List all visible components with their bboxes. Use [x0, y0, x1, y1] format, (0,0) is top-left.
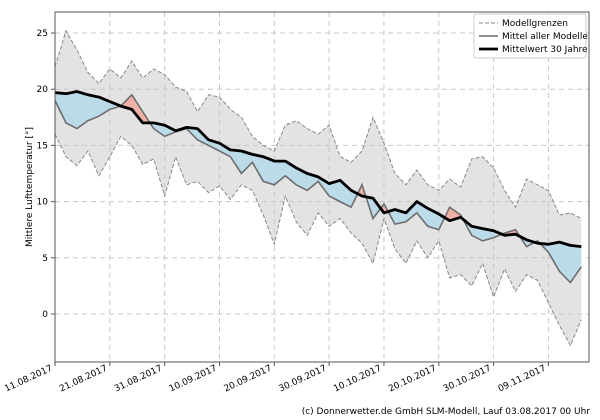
- x-tick-label: 21.08.2017: [58, 364, 109, 395]
- legend-box: [473, 13, 587, 59]
- legend-label: Mittelwert 30 Jahre: [502, 45, 588, 55]
- model-range-area: [55, 30, 582, 346]
- y-tick-label: 20: [37, 85, 49, 95]
- x-tick-label: 30.09.2017: [277, 364, 328, 395]
- legend: Modellgrenzen Mittel aller Modelle Mittelw…: [473, 13, 588, 59]
- x-tick-label: 30.10.2017: [442, 364, 493, 395]
- y-tick-label: 0: [42, 310, 48, 320]
- x-tick-label: 31.08.2017: [113, 364, 164, 395]
- plot-frame: [54, 11, 590, 363]
- y-tick-label: 10: [37, 198, 49, 208]
- x-tick-label: 20.09.2017: [223, 364, 274, 395]
- credit-text: (c) Donnerwetter.de GmbH SLM-Modell, Lau…: [301, 407, 590, 417]
- climate-mean-line: [55, 90, 582, 248]
- legend-label: Modellgrenzen: [502, 19, 568, 29]
- plot-area: [55, 12, 589, 362]
- x-tick-label: 20.10.2017: [387, 364, 438, 395]
- model-mean-line: [55, 93, 582, 284]
- y-tick-label: 5: [42, 254, 48, 264]
- x-tick-label: 11.08.2017: [3, 364, 54, 395]
- x-tick-label: 10.10.2017: [332, 364, 383, 395]
- y-tick-label: 15: [37, 141, 48, 151]
- legend-label: Mittel aller Modelle: [502, 32, 588, 42]
- x-tick-label: 09.11.2017: [497, 364, 548, 395]
- y-axis-label: Mittlere Lufttemperatur [°]: [25, 127, 35, 247]
- upper-bound-line: [55, 29, 582, 219]
- x-tick-label: 10.09.2017: [168, 364, 219, 395]
- lower-bound-line: [55, 133, 582, 347]
- y-tick-label: 25: [37, 29, 48, 39]
